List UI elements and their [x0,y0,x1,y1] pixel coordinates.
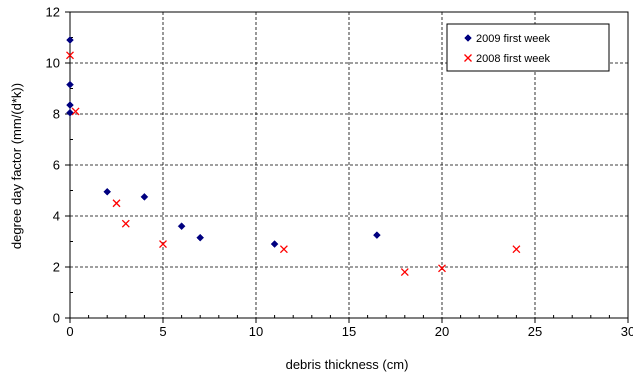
y-tick-label: 10 [46,56,60,71]
grid [70,12,628,318]
x-tick-label: 0 [66,324,73,339]
x-mark-stroke [71,107,80,116]
x-tick-label: 20 [435,324,449,339]
data-point-2008 [121,219,130,228]
y-tick-label: 2 [53,260,60,275]
x-tick-label: 10 [249,324,263,339]
y-tick-label: 12 [46,5,60,20]
x-mark-stroke [121,219,130,228]
data-point-2009 [66,36,74,44]
x-axis-label: debris thickness (cm) [286,357,409,372]
data-point-2009 [196,233,205,242]
legend-label: 2009 first week [476,33,550,45]
x-tick-label: 5 [159,324,166,339]
x-mark-stroke [512,245,521,254]
x-mark-stroke [159,240,167,249]
x-mark-stroke [279,245,288,254]
y-tick-label: 8 [53,107,60,122]
data-point-2008 [159,240,167,249]
data-point-2008 [66,51,74,60]
data-points [66,36,521,277]
x-mark-stroke [464,54,472,62]
legend-marker-diamond [464,34,472,42]
x-mark-stroke [112,199,121,208]
data-point-2008 [512,245,521,254]
data-point-2008 [279,245,288,254]
data-point-2009 [103,187,112,196]
legend: 2009 first week 2008 first week [446,23,610,72]
axes [65,11,629,323]
x-tick-label: 30 [621,324,633,339]
x-mark-stroke [400,268,409,277]
x-mark-stroke [438,264,446,273]
y-axis-label: degree day factor (mm/(d*k)) [9,83,24,249]
data-point-2008 [71,107,80,116]
legend-box [446,23,610,72]
data-point-2009 [66,80,74,89]
data-point-2009 [140,193,149,201]
y-tick-label: 0 [53,311,60,326]
y-tick-label: 6 [53,158,60,173]
legend-marker-x [464,54,472,62]
x-mark-stroke [66,51,74,60]
data-point-2009 [177,222,186,231]
tick-labels: 0 5 10 15 20 25 30 0 2 4 6 8 10 12 [46,5,633,340]
x-tick-label: 25 [528,324,542,339]
data-point-2009 [270,240,279,248]
data-point-2008 [400,268,409,277]
legend-label: 2008 first week [476,53,550,65]
data-point-2008 [112,199,121,208]
y-tick-label: 4 [53,209,60,224]
data-point-2009 [66,101,74,109]
data-point-2009 [373,231,381,239]
x-tick-label: 15 [342,324,356,339]
data-point-2008 [438,264,446,273]
